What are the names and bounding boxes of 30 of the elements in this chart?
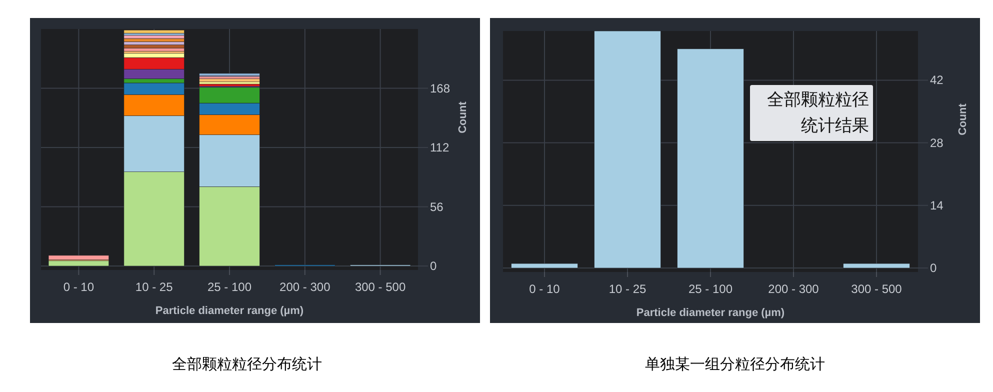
- y-tick-label: 0: [930, 261, 937, 275]
- y-tick-label: 112: [430, 140, 450, 154]
- x-axis-title: Particle diameter range (µm): [155, 305, 304, 317]
- bar: [124, 35, 184, 39]
- y-axis-title: Count: [957, 103, 969, 136]
- bar: [511, 263, 578, 268]
- x-tick-label: 300 - 500: [851, 282, 902, 296]
- annotation: 全部颗粒粒径统计结果: [750, 85, 873, 141]
- y-tick-label: 42: [930, 73, 944, 88]
- x-tick-label: 0 - 10: [529, 282, 560, 296]
- x-axis-title: Particle diameter range (µm): [636, 307, 785, 319]
- text: 单独某一组分粒径分布统计: [645, 356, 825, 373]
- y-tick-label: 0: [430, 259, 437, 273]
- bar: [124, 44, 184, 48]
- y-tick-label: 28: [930, 136, 944, 150]
- x-tick-label: 10 - 25: [608, 282, 647, 296]
- text: 全部颗粒粒径分布统计: [172, 356, 322, 373]
- x-tick-label: 25 - 100: [688, 282, 733, 296]
- y-tick-label: 14: [930, 198, 944, 212]
- x-tick-label: 300 - 500: [354, 280, 406, 294]
- x-tick-label: 200 - 300: [280, 280, 331, 294]
- x-tick-label: 10 - 25: [135, 280, 174, 294]
- y-tick-label: 56: [430, 200, 444, 214]
- x-tick-label: 25 - 100: [207, 280, 252, 294]
- bar: [677, 48, 744, 268]
- y-tick-label: 168: [430, 81, 450, 96]
- x-tick-label: 200 - 300: [768, 282, 820, 296]
- x-tick-label: 0 - 10: [63, 280, 94, 294]
- y-axis-title: Count: [457, 101, 469, 134]
- bar: [843, 263, 910, 268]
